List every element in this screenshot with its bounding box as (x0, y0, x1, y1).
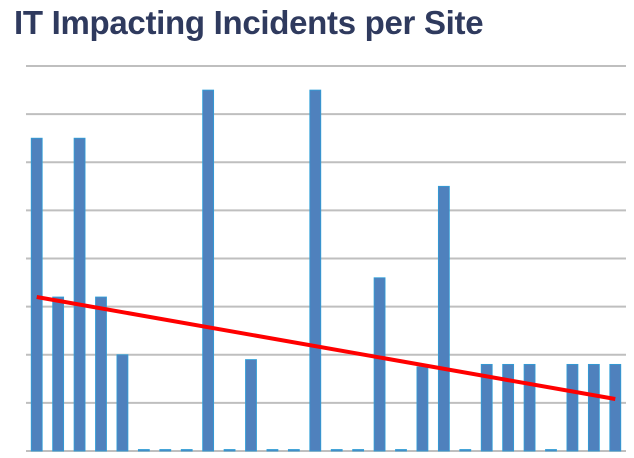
bar (480, 363, 493, 452)
bar (73, 137, 86, 452)
bar (459, 449, 472, 452)
bar (437, 185, 450, 452)
bar (523, 363, 536, 452)
chart-title: IT Impacting Incidents per Site (14, 4, 484, 41)
bar (352, 449, 365, 452)
bar (202, 89, 215, 452)
bar (245, 359, 257, 452)
bar (116, 354, 129, 452)
bar (159, 449, 172, 452)
bar (30, 137, 43, 452)
bar (587, 363, 600, 452)
bar (223, 449, 236, 452)
bar (95, 296, 107, 452)
bar (287, 449, 300, 452)
bar (137, 449, 150, 452)
bar (502, 363, 515, 452)
bar (266, 449, 279, 452)
bar (373, 277, 386, 452)
bar (330, 449, 343, 452)
bar (566, 363, 579, 452)
bar (309, 89, 322, 452)
bar (416, 366, 429, 452)
bar (609, 363, 622, 452)
trend-line (36, 295, 616, 401)
bar (52, 296, 65, 452)
bar (395, 449, 407, 452)
bar (180, 449, 193, 452)
bar (545, 449, 557, 452)
